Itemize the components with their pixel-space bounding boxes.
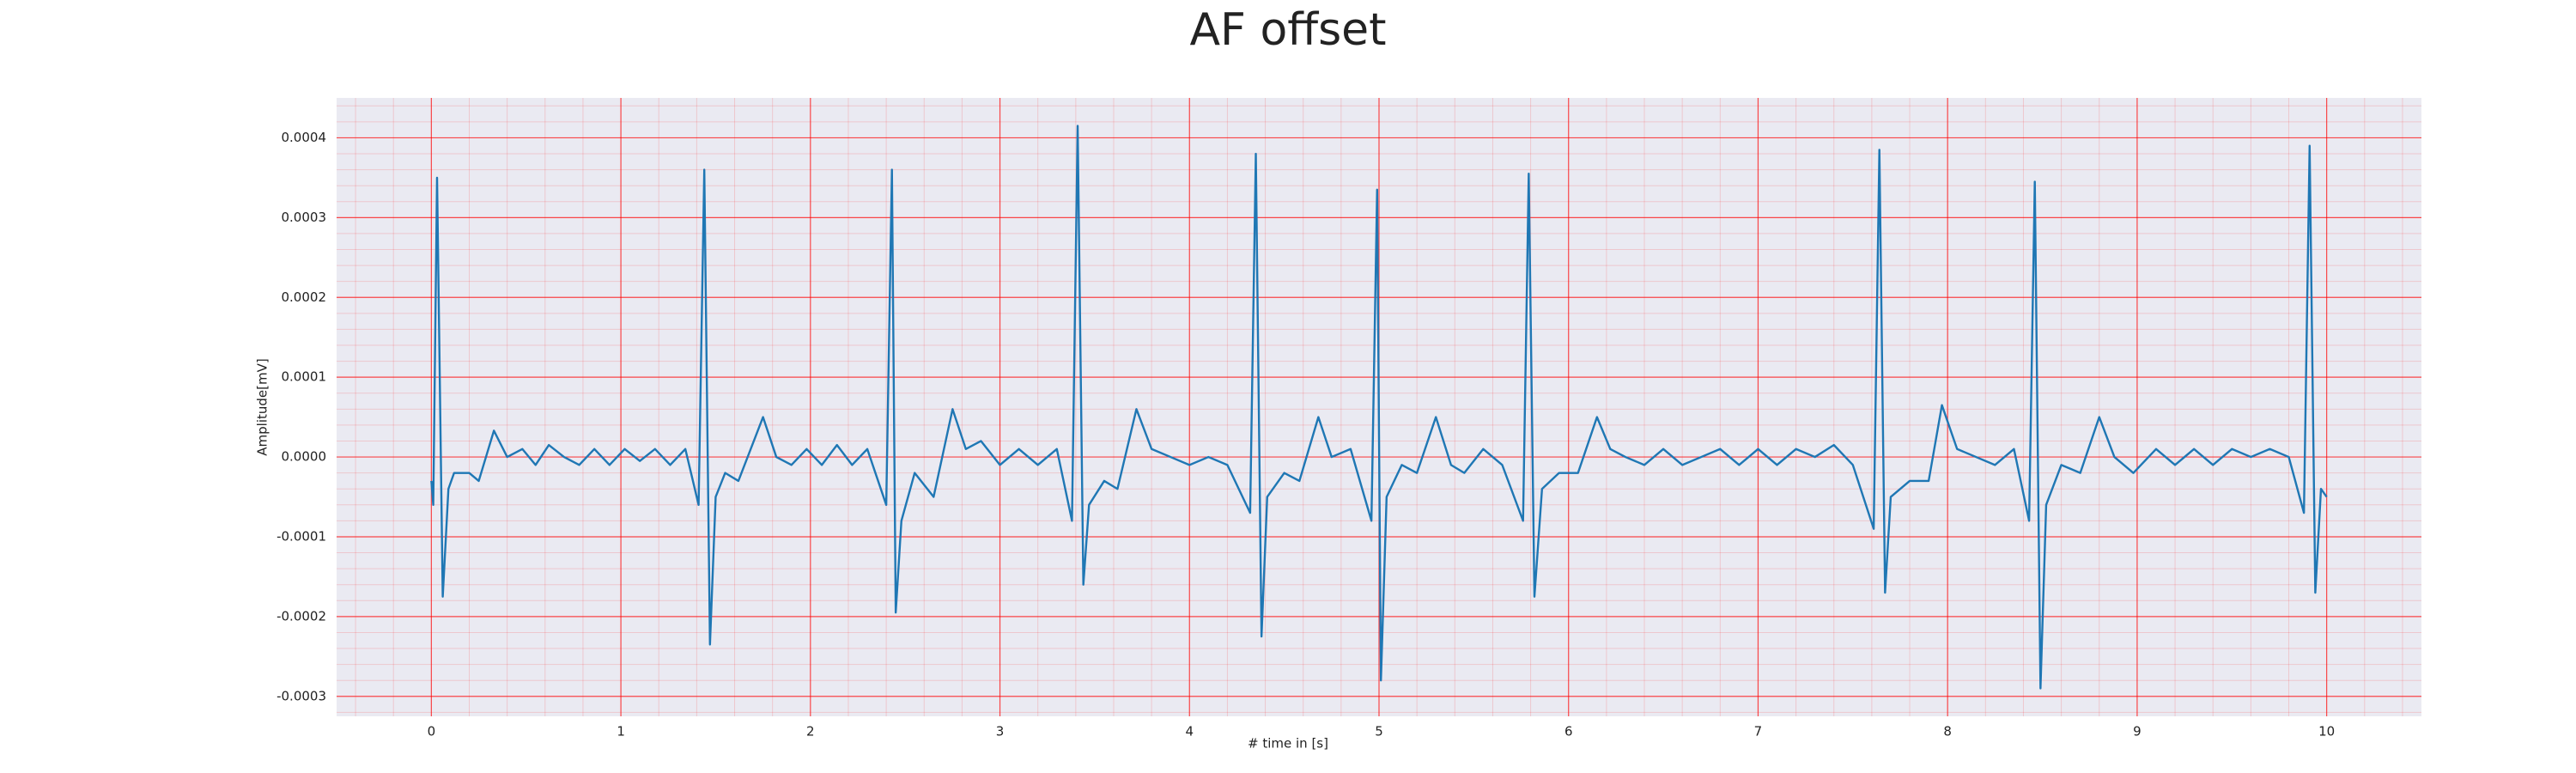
- x-tick-label: 9: [2133, 724, 2142, 740]
- x-tick-label: 1: [617, 724, 625, 740]
- y-tick-label: 0.0002: [282, 289, 327, 305]
- x-tick-label: 0: [428, 724, 436, 740]
- y-tick-label: -0.0003: [276, 688, 326, 703]
- y-tick-label: 0.0001: [282, 369, 327, 385]
- x-tick-label: 8: [1943, 724, 1952, 740]
- x-tick-label: 6: [1564, 724, 1573, 740]
- x-axis-label: # time in [s]: [1248, 736, 1328, 752]
- y-tick-label: -0.0001: [276, 528, 326, 544]
- signal-line: [430, 125, 2328, 690]
- y-tick-label: 0.0003: [282, 210, 327, 225]
- x-tick-label: 2: [806, 724, 815, 740]
- y-tick-label: 0.0004: [282, 130, 327, 145]
- y-axis-label: Amplitude[mV]: [255, 358, 270, 455]
- chart-title: AF offset: [1189, 4, 1386, 56]
- y-tick-label: -0.0002: [276, 608, 326, 624]
- y-tick-label: 0.0000: [282, 449, 327, 465]
- x-tick-label: 3: [996, 724, 1005, 740]
- x-tick-label: 7: [1754, 724, 1763, 740]
- x-tick-label: 5: [1375, 724, 1383, 740]
- x-tick-label: 4: [1185, 724, 1194, 740]
- x-tick-label: 10: [2318, 724, 2335, 740]
